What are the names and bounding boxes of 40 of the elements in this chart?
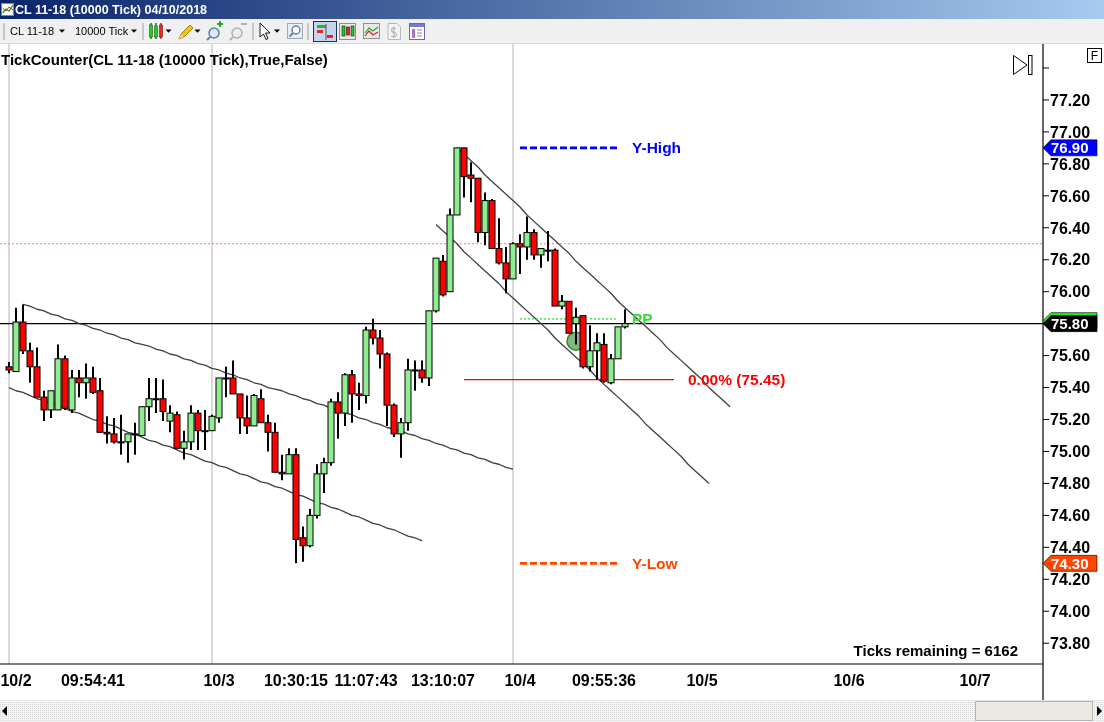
x-tick-label: 09:55:36 (571, 672, 637, 689)
line-series (22, 303, 514, 470)
x-tick-label: 10/2 (0, 672, 32, 689)
y-tick-label: 76.00 (1050, 283, 1091, 301)
line-series (8, 386, 423, 542)
series-label: Y-High (632, 139, 682, 157)
y-tick-label: 76.40 (1050, 219, 1091, 237)
chart-title: CL 11-18 (10000 Tick) 04/10/2018 (15, 3, 208, 17)
annotation: Ticks remaining = 6162 (853, 642, 1018, 659)
y-tick-label: 77.00 (1050, 123, 1091, 141)
y-tick-label: 76.60 (1050, 187, 1091, 205)
x-tick-label: 10/7 (959, 672, 991, 689)
x-tick-label: 10:30:15 (263, 672, 329, 689)
x-tick-label: 11:07:43 (334, 672, 398, 689)
y-tick-label: 76.20 (1050, 251, 1091, 269)
y-tick-label: 75.00 (1050, 443, 1091, 461)
text: 74.30 (1051, 554, 1089, 572)
y-tick-label: 75.40 (1050, 379, 1091, 397)
x-tick-label: 10/6 (833, 672, 865, 689)
text: 76.90 (1051, 139, 1089, 157)
y-tick-label: 74.20 (1050, 571, 1091, 589)
text: CL 11-18 (10, 25, 55, 37)
y-tick-label: 76.80 (1050, 155, 1091, 173)
x-tick-label: 10/4 (504, 672, 536, 689)
y-tick-label: 74.40 (1050, 539, 1091, 557)
x-tick-label: 13:10:07 (410, 672, 476, 689)
y-tick-label: 74.80 (1050, 475, 1091, 493)
y-tick-label: 74.00 (1050, 603, 1091, 621)
y-tick-label: 77.20 (1050, 91, 1091, 109)
series-label: Y-Low (632, 554, 679, 572)
y-tick-label: 74.60 (1050, 507, 1091, 525)
text: 10000 Tick (75, 25, 129, 37)
x-tick-label: 10/3 (203, 672, 235, 689)
x-tick-label: 09:54:41 (60, 672, 126, 689)
y-tick-label: 75.20 (1050, 411, 1091, 429)
text: TickCounter(CL 11-18 (10000 Tick),True,False) (1, 51, 328, 68)
ref-line-label: 75.80 (1051, 315, 1089, 333)
x-tick-label: 10/5 (686, 672, 718, 689)
y-tick-label: 73.80 (1050, 634, 1091, 652)
y-tick-label: 75.60 (1050, 347, 1091, 365)
